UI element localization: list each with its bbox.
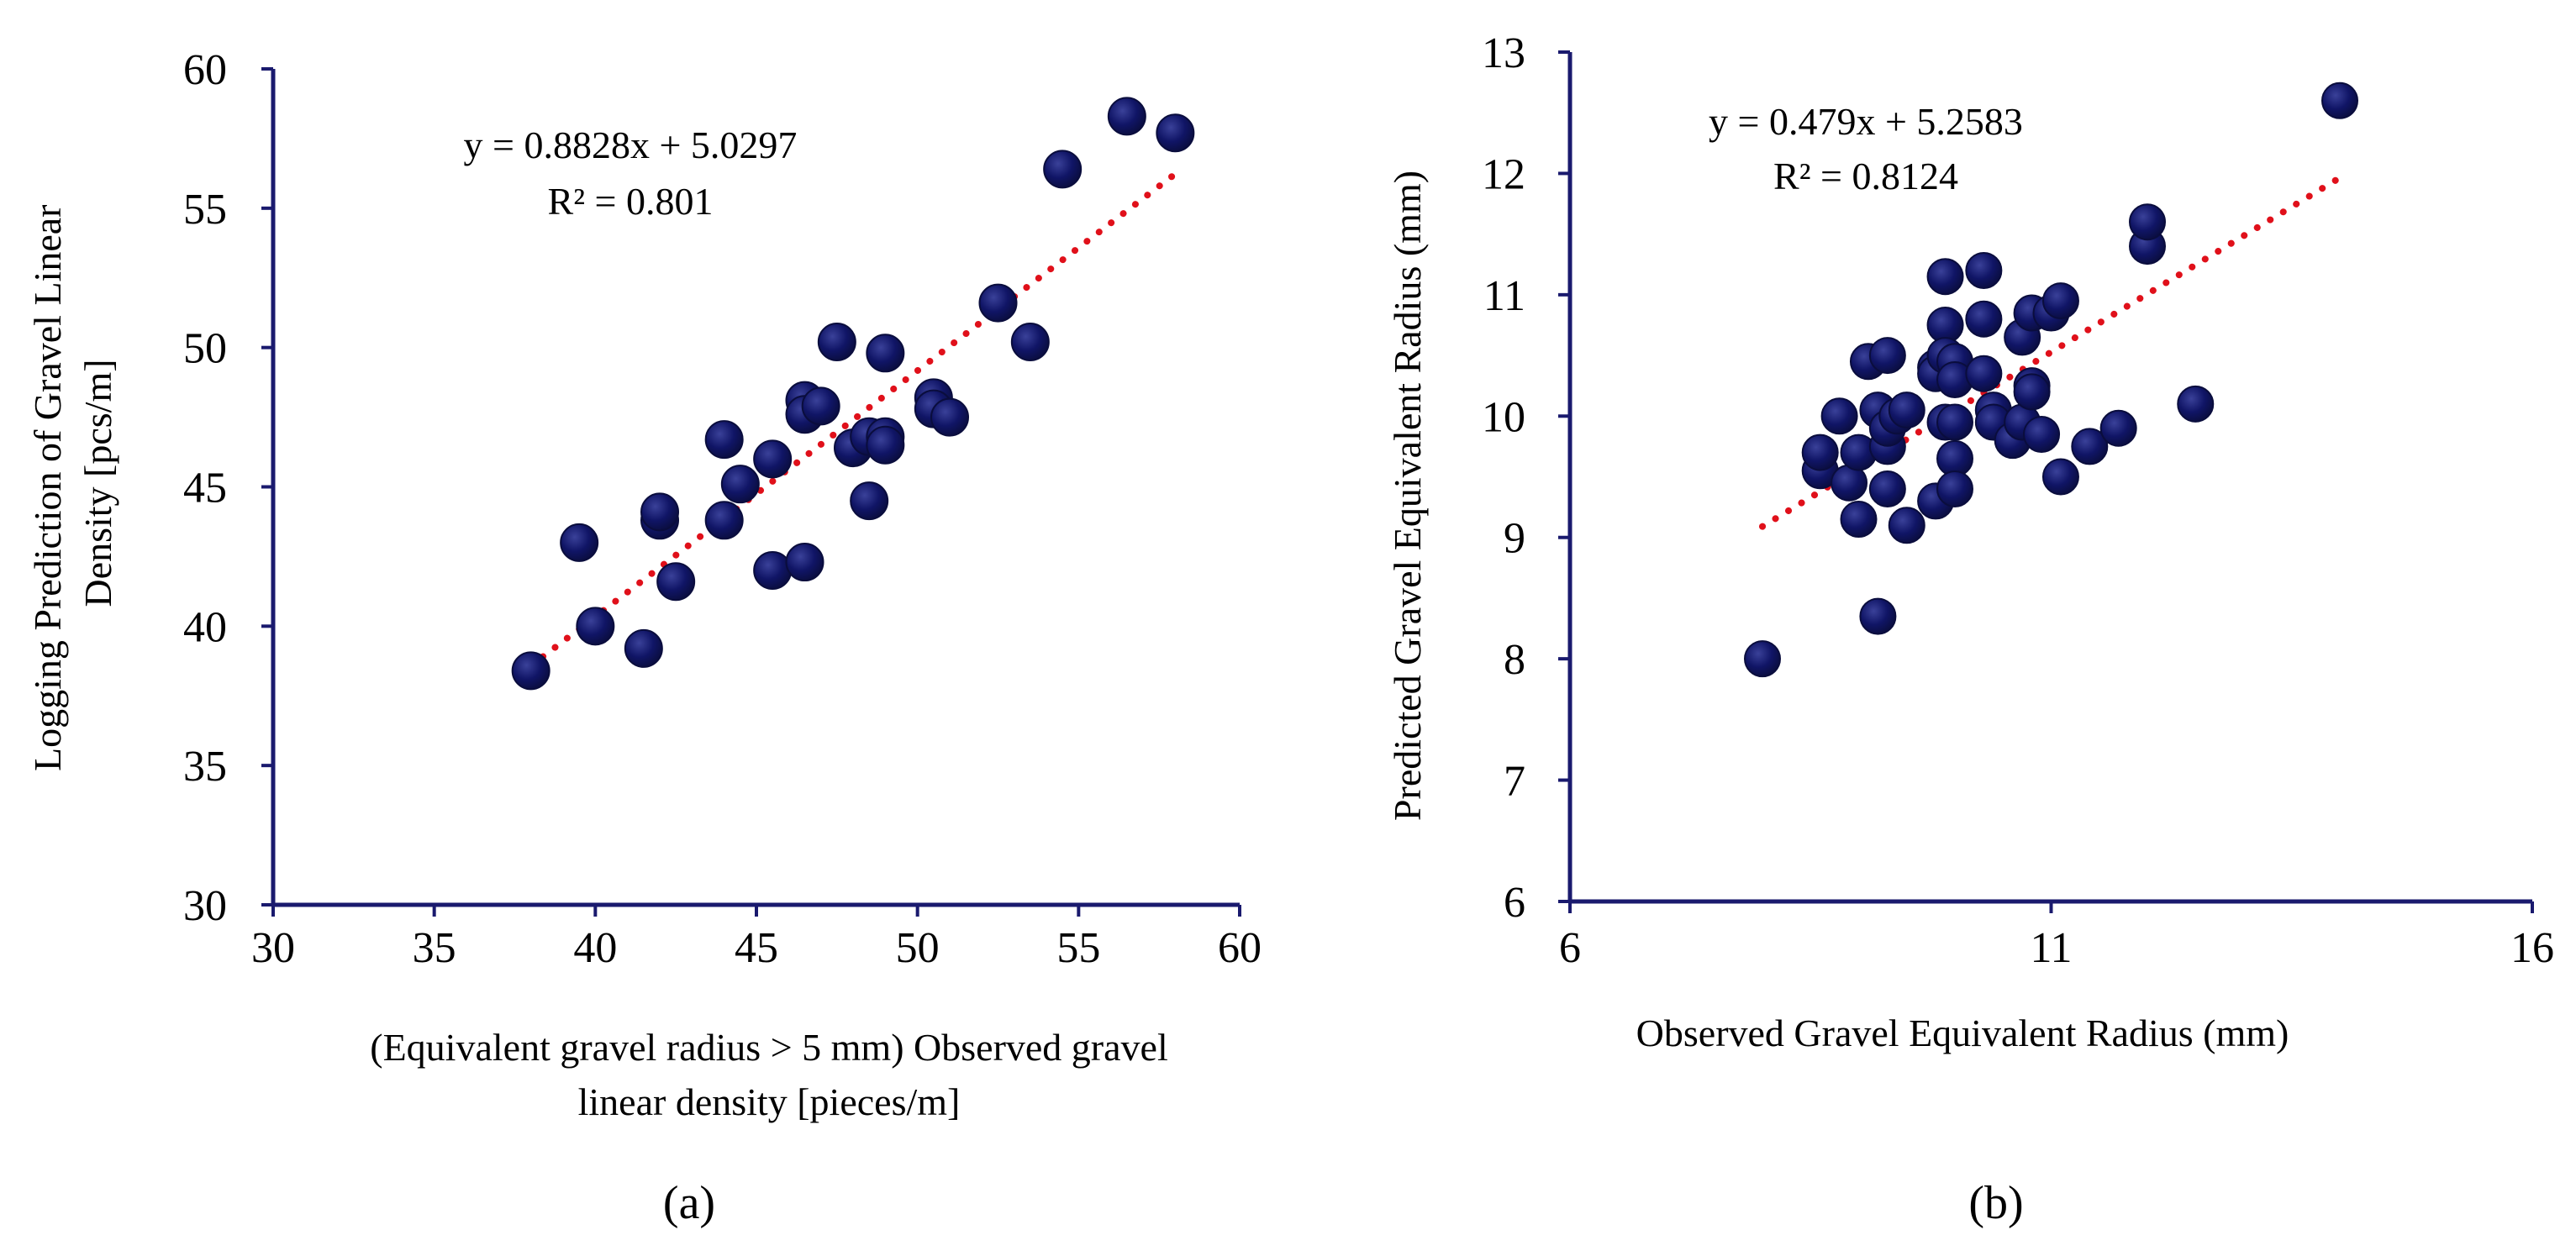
panel-b-y-tick-label: 7 bbox=[1504, 758, 1525, 806]
panel-b-data-point bbox=[1868, 470, 1906, 507]
panel-b-data-point bbox=[1965, 251, 2003, 289]
panel-a-data-point bbox=[866, 334, 905, 373]
panel-a-data-point bbox=[850, 481, 889, 521]
panel-a-y-tick-label: 30 bbox=[183, 882, 227, 930]
panel-b-data-point bbox=[2023, 415, 2061, 453]
panel-a-data-point bbox=[930, 397, 969, 437]
panel-a-data-point bbox=[720, 465, 760, 504]
panel-a-data-point bbox=[817, 323, 856, 362]
panel-b-data-point bbox=[2041, 282, 2079, 320]
panel-a-xlabel-line1: (Equivalent gravel radius > 5 mm) Observ… bbox=[370, 1026, 1167, 1069]
panel-b-data-point bbox=[2071, 428, 2109, 465]
panel-b-points bbox=[1744, 81, 2358, 678]
panel-a-data-point bbox=[1156, 113, 1195, 153]
panel-a-axes: 30 35 40 45 50 55 60 30 35 40 45 50 55 60 bbox=[183, 46, 1262, 972]
panel-b-trendline bbox=[1759, 174, 2343, 530]
panel-b-data-point bbox=[1926, 258, 1964, 296]
panel-b-data-point bbox=[2041, 458, 2079, 496]
panel-a-data-point bbox=[785, 543, 824, 582]
panel-b-data-point bbox=[1820, 397, 1858, 435]
panel-a-points bbox=[511, 97, 1195, 691]
panel-b-data-point bbox=[1840, 501, 1878, 539]
panel-a-y-tick-label: 45 bbox=[183, 465, 227, 512]
panel-b-data-point bbox=[1888, 507, 1925, 544]
panel-a-data-point bbox=[978, 283, 1018, 323]
panel-b-label: (b) bbox=[1968, 1177, 2023, 1229]
panel-b-data-point bbox=[1868, 337, 1906, 375]
chart-panel-b: 6 7 8 9 10 11 12 13 6 11 16 y = 0.479x + 5.2583 R²… bbox=[1386, 29, 2554, 1229]
panel-b-data-point bbox=[1936, 470, 1973, 507]
panel-a-data-point bbox=[576, 607, 615, 646]
panel-a-data-point bbox=[753, 439, 793, 479]
panel-a-data-point bbox=[1107, 97, 1146, 136]
panel-a-y-axis-title: Logging Prediction of Gravel Linear Dens… bbox=[26, 195, 119, 771]
panel-b-data-point bbox=[1936, 403, 1973, 441]
panel-a-y-tick-label: 60 bbox=[183, 46, 227, 94]
panel-b-y-tick-label: 11 bbox=[1483, 272, 1525, 320]
panel-b-data-point bbox=[1801, 434, 1839, 471]
panel-a-y-tick-label: 35 bbox=[183, 743, 227, 791]
panel-a-data-point bbox=[866, 425, 905, 465]
panel-a-y-tick-label: 40 bbox=[183, 603, 227, 651]
panel-a-r-squared: R² = 0.801 bbox=[548, 180, 714, 223]
panel-a-ylabel-line1: Logging Prediction of Gravel Linear bbox=[26, 205, 69, 771]
panel-a-equation: y = 0.8828x + 5.0297 bbox=[464, 123, 798, 166]
panel-b-data-point bbox=[2177, 385, 2215, 423]
panel-a-data-point bbox=[511, 651, 550, 691]
panel-a-ylabel-line2: Density [pcs/m] bbox=[76, 359, 119, 607]
panel-a-x-tick-label: 50 bbox=[896, 924, 940, 972]
panel-b-data-point bbox=[2099, 409, 2137, 447]
panel-b-y-tick-label: 6 bbox=[1504, 879, 1525, 927]
panel-b-data-point bbox=[1859, 597, 1897, 635]
panel-b-data-point bbox=[2013, 373, 2051, 411]
panel-b-data-point bbox=[2129, 203, 2166, 241]
panel-a-data-point bbox=[656, 562, 696, 602]
panel-a-data-point bbox=[1043, 150, 1083, 189]
chart-panel-a: 30 35 40 45 50 55 60 30 35 40 45 50 55 60 y = 0.8828x… bbox=[26, 46, 1262, 1229]
panel-a-label: (a) bbox=[663, 1177, 715, 1229]
panel-a-data-point bbox=[753, 551, 793, 590]
panel-a-data-point bbox=[704, 501, 744, 540]
panel-b-y-axis-title: Predicted Gravel Equivalent Radius (mm) bbox=[1386, 171, 1429, 821]
panel-a-data-point bbox=[704, 420, 744, 460]
panel-b-y-tick-label: 13 bbox=[1482, 29, 1525, 77]
panel-a-data-point bbox=[1010, 323, 1050, 362]
panel-b-data-point bbox=[1965, 300, 2003, 338]
panel-a-data-point bbox=[801, 386, 840, 426]
panel-b-axes: 6 7 8 9 10 11 12 13 6 11 16 bbox=[1482, 29, 2554, 972]
panel-a-data-point bbox=[640, 492, 679, 532]
panel-b-data-point bbox=[1888, 392, 1925, 429]
panel-b-y-tick-label: 10 bbox=[1482, 393, 1525, 441]
panel-a-data-point bbox=[560, 523, 599, 562]
panel-b-y-tick-label: 12 bbox=[1482, 150, 1525, 198]
panel-a-x-tick-label: 40 bbox=[573, 924, 617, 972]
panel-b-y-tick-label: 8 bbox=[1504, 636, 1525, 684]
panel-b-r-squared: R² = 0.8124 bbox=[1773, 155, 1958, 197]
panel-a-x-tick-label: 60 bbox=[1218, 924, 1262, 972]
panel-b-x-axis-title: Observed Gravel Equivalent Radius (mm) bbox=[1636, 1012, 2289, 1054]
panel-b-x-tick-label: 6 bbox=[1559, 924, 1581, 972]
panel-a-x-tick-label: 35 bbox=[413, 924, 456, 972]
panel-a-x-tick-label: 45 bbox=[735, 924, 778, 972]
panel-a-x-tick-label: 55 bbox=[1056, 924, 1100, 972]
panel-a-xlabel-line2: linear density [pieces/m] bbox=[578, 1080, 961, 1123]
panel-b-data-point bbox=[1965, 355, 2003, 392]
panel-a-y-tick-label: 55 bbox=[183, 186, 227, 234]
panel-a-y-tick-label: 50 bbox=[183, 325, 227, 373]
panel-b-y-tick-label: 9 bbox=[1504, 515, 1525, 563]
panel-b-x-tick-label: 11 bbox=[2030, 924, 2072, 972]
panel-b-x-tick-label: 16 bbox=[2510, 924, 2554, 972]
panel-a-x-tick-label: 30 bbox=[251, 924, 295, 972]
panel-a-trendline bbox=[527, 170, 1179, 670]
panel-a-data-point bbox=[624, 628, 663, 668]
panel-b-equation: y = 0.479x + 5.2583 bbox=[1709, 100, 2023, 143]
panel-b-data-point bbox=[2321, 81, 2358, 119]
panel-b-data-point bbox=[1744, 640, 1781, 678]
